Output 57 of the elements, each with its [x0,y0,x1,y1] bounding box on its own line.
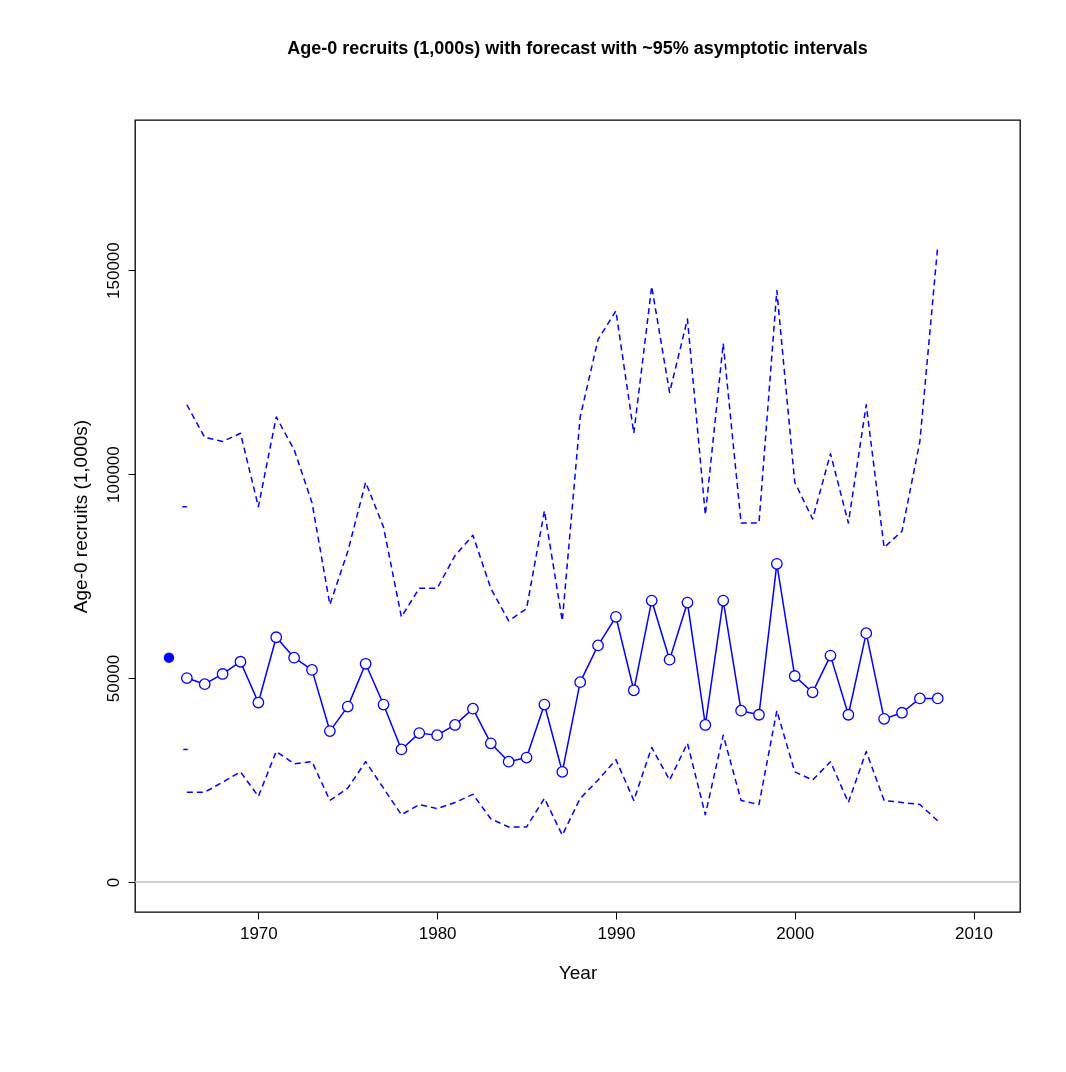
point [234,655,247,668]
point [467,702,479,715]
x-tick-label: 2010 [955,923,993,943]
point [484,737,497,750]
chart-title: Age-0 recruits (1,000s) with forecast with ~95% asymptotic intervals [287,38,868,58]
point [699,719,712,731]
point [359,657,372,670]
point [574,676,587,689]
y-axis-title: Age-0 recruits (1,000s) [69,419,91,614]
point [377,698,390,711]
point [198,678,211,691]
x-tick-label: 1970 [239,923,278,943]
point [878,712,891,725]
point [806,686,819,699]
point [323,725,336,737]
point [896,706,908,719]
point [431,729,444,742]
point [556,765,569,778]
point [216,668,229,680]
x-tick-label: 1980 [418,923,457,943]
y-tick-label: 0 [103,877,123,888]
point [395,743,408,756]
x-axis-title: Year [558,961,598,983]
point [610,610,622,623]
point [270,631,283,644]
point [627,684,640,697]
point [449,719,461,731]
point [735,704,747,717]
point [502,755,515,768]
point [770,557,783,570]
y-tick-label: 150000 [103,242,123,299]
point [413,727,426,740]
x-tick-label: 2000 [776,923,815,943]
point [341,700,354,713]
point [252,696,265,709]
point [842,708,855,721]
point [306,664,318,676]
point [520,751,533,764]
y-tick-label: 100000 [103,446,123,503]
point [592,639,604,652]
point [538,698,551,711]
point [681,596,694,609]
point [788,670,801,682]
point [913,692,926,705]
point [288,651,301,664]
point [180,672,193,684]
y-tick-label: 50000 [103,654,123,703]
x-tick-label: 1990 [597,923,636,943]
point [163,652,175,663]
point [753,708,765,721]
point [663,653,676,666]
point [824,649,837,662]
point [645,594,658,607]
point [860,627,873,640]
point [717,594,730,607]
line-series [186,709,939,836]
point [931,692,944,705]
